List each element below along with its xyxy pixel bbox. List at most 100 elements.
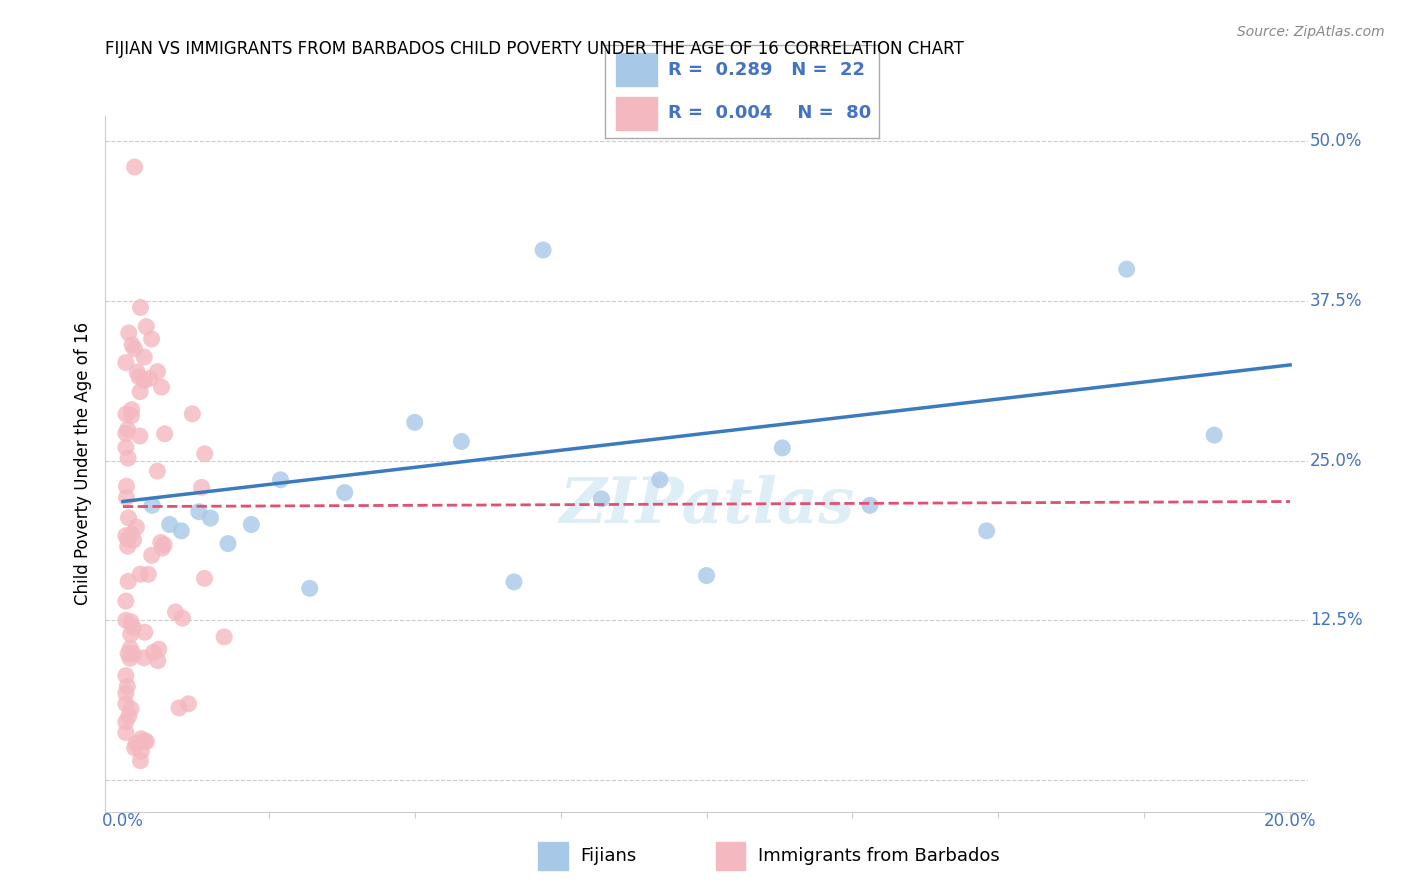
Point bbox=[141, 549, 163, 563]
Point bbox=[134, 350, 156, 364]
Point bbox=[976, 524, 998, 538]
Point bbox=[115, 491, 138, 505]
Point bbox=[648, 473, 671, 487]
Text: 50.0%: 50.0% bbox=[1310, 133, 1362, 151]
Point bbox=[115, 407, 138, 421]
Point bbox=[240, 517, 263, 532]
Point bbox=[404, 415, 426, 429]
Text: Source: ZipAtlas.com: Source: ZipAtlas.com bbox=[1237, 25, 1385, 39]
Point bbox=[122, 647, 145, 661]
Point bbox=[859, 499, 882, 513]
Point bbox=[187, 505, 209, 519]
Point bbox=[146, 464, 169, 478]
Point bbox=[146, 365, 169, 379]
Point bbox=[115, 613, 138, 627]
Point bbox=[115, 479, 138, 493]
Point bbox=[148, 642, 170, 657]
Point bbox=[150, 380, 173, 394]
Point bbox=[117, 532, 139, 546]
Point bbox=[333, 485, 356, 500]
Point bbox=[115, 725, 138, 739]
Point bbox=[129, 731, 152, 746]
Point bbox=[120, 409, 142, 423]
Point bbox=[115, 426, 138, 441]
Point bbox=[131, 744, 153, 758]
Point bbox=[115, 594, 138, 608]
Point bbox=[129, 754, 152, 768]
Text: 12.5%: 12.5% bbox=[1310, 611, 1362, 629]
Text: 37.5%: 37.5% bbox=[1310, 292, 1362, 310]
Point bbox=[695, 568, 717, 582]
Point bbox=[120, 615, 142, 629]
Point bbox=[122, 620, 145, 634]
Point bbox=[190, 480, 212, 494]
Point bbox=[117, 574, 139, 589]
Point bbox=[120, 627, 142, 641]
Point bbox=[115, 686, 138, 700]
Bar bbox=[616, 97, 657, 130]
Bar bbox=[616, 53, 657, 86]
Point bbox=[181, 407, 204, 421]
Point bbox=[153, 426, 176, 441]
Point bbox=[125, 520, 148, 534]
Point bbox=[194, 447, 217, 461]
Point bbox=[124, 160, 146, 174]
Point bbox=[117, 422, 139, 436]
Point bbox=[167, 701, 190, 715]
Point bbox=[134, 734, 156, 748]
Point bbox=[165, 605, 187, 619]
Point bbox=[129, 567, 152, 582]
Text: Fijians: Fijians bbox=[581, 847, 637, 865]
Point bbox=[141, 499, 163, 513]
Point bbox=[127, 365, 149, 379]
Point bbox=[118, 651, 141, 665]
Point bbox=[141, 332, 163, 346]
Point bbox=[770, 441, 793, 455]
Point bbox=[531, 243, 554, 257]
Point bbox=[115, 714, 138, 729]
Point bbox=[134, 625, 156, 640]
Point bbox=[298, 582, 321, 596]
Point bbox=[153, 538, 176, 552]
Point bbox=[128, 429, 150, 443]
Point bbox=[149, 535, 172, 549]
Point bbox=[124, 740, 146, 755]
Bar bbox=[716, 842, 745, 870]
Point bbox=[159, 517, 181, 532]
Point bbox=[117, 539, 139, 553]
Point bbox=[120, 702, 142, 716]
Point bbox=[120, 527, 142, 541]
Text: ZIPatlas: ZIPatlas bbox=[560, 475, 853, 536]
Point bbox=[146, 654, 169, 668]
Text: 20.0%: 20.0% bbox=[1264, 812, 1316, 830]
Text: FIJIAN VS IMMIGRANTS FROM BARBADOS CHILD POVERTY UNDER THE AGE OF 16 CORRELATION: FIJIAN VS IMMIGRANTS FROM BARBADOS CHILD… bbox=[105, 40, 965, 58]
Point bbox=[270, 473, 292, 487]
Y-axis label: Child Poverty Under the Age of 16: Child Poverty Under the Age of 16 bbox=[73, 322, 91, 606]
Point bbox=[115, 668, 138, 682]
Point bbox=[121, 338, 143, 352]
Point bbox=[152, 541, 174, 555]
Point bbox=[117, 511, 139, 525]
Point bbox=[117, 679, 139, 693]
Point bbox=[122, 533, 145, 547]
Point bbox=[172, 611, 194, 625]
Point bbox=[170, 524, 193, 538]
Point bbox=[120, 641, 142, 656]
Point bbox=[117, 451, 139, 466]
Point bbox=[118, 709, 141, 723]
Point bbox=[134, 374, 156, 388]
Point bbox=[129, 384, 152, 399]
Bar bbox=[538, 842, 568, 870]
Text: R =  0.004    N =  80: R = 0.004 N = 80 bbox=[668, 104, 870, 122]
Point bbox=[135, 319, 157, 334]
Point bbox=[121, 402, 143, 417]
Point bbox=[125, 737, 148, 751]
Point bbox=[1115, 262, 1137, 277]
Point bbox=[115, 441, 138, 455]
Point bbox=[139, 371, 162, 385]
Point bbox=[128, 369, 150, 384]
Point bbox=[200, 511, 222, 525]
Text: 25.0%: 25.0% bbox=[1310, 451, 1362, 470]
Point bbox=[136, 567, 159, 582]
Point bbox=[115, 697, 138, 711]
